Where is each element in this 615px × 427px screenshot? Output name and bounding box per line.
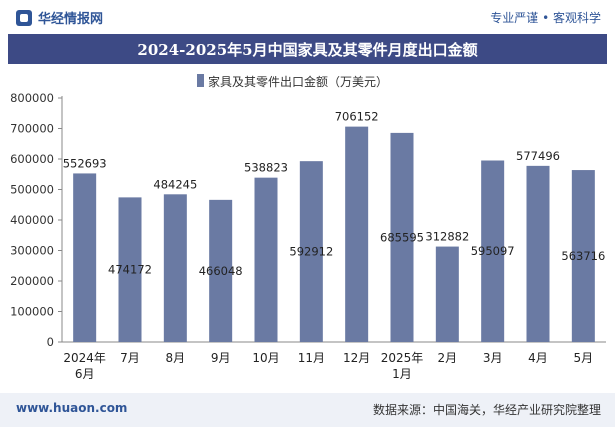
bar [390, 132, 414, 342]
brand-logo-icon [16, 9, 32, 26]
legend-label: 家具及其零件出口金额（万美元） [208, 74, 388, 89]
y-tick-label: 300000 [10, 244, 54, 258]
brand-name: 华经情报网 [38, 12, 104, 27]
bar [435, 246, 459, 342]
data-label: 474172 [108, 263, 152, 277]
bar [254, 177, 278, 342]
legend-swatch [197, 74, 204, 87]
data-label: 577496 [516, 149, 560, 163]
bar [571, 170, 595, 342]
x-tick-label: 11月 [298, 351, 325, 365]
data-label: 706152 [335, 110, 379, 124]
top-bar: 华经情报网 专业严谨 • 客观科学 [0, 0, 615, 34]
x-tick-label: 5月 [574, 351, 594, 365]
data-label: 563716 [561, 249, 605, 263]
data-source: 数据来源：中国海关，华经产业研究院整理 [372, 403, 601, 417]
bar [118, 197, 142, 342]
bar [299, 161, 323, 342]
x-tick-label: 12月 [343, 351, 370, 365]
tagline: 专业严谨 • 客观科学 [490, 11, 601, 25]
bar [163, 194, 187, 342]
x-tick-label: 2024年 6月 [63, 351, 106, 381]
bar [73, 173, 97, 342]
y-tick-label: 200000 [10, 274, 54, 288]
data-label: 592912 [289, 245, 333, 259]
y-tick-label: 600000 [10, 152, 54, 166]
x-tick-label: 2025年 1月 [381, 351, 424, 381]
x-tick-label: 7月 [120, 351, 140, 365]
bar [209, 199, 233, 342]
data-label: 552693 [63, 156, 107, 170]
x-tick-label: 10月 [252, 351, 279, 365]
website-link[interactable]: www.huaon.com [16, 401, 128, 415]
x-tick-label: 4月 [528, 351, 548, 365]
data-label: 312882 [425, 230, 469, 244]
x-tick-label: 9月 [211, 351, 231, 365]
data-label: 685595 [380, 230, 424, 244]
y-tick-label: 500000 [10, 183, 54, 197]
x-tick-label: 8月 [166, 351, 186, 365]
y-tick-label: 0 [47, 335, 54, 349]
x-tick-label: 3月 [483, 351, 503, 365]
bar [345, 126, 369, 342]
y-tick-label: 800000 [10, 91, 54, 105]
y-tick-label: 100000 [10, 305, 54, 319]
footer: www.huaon.com 数据来源：中国海关，华经产业研究院整理 [0, 393, 615, 427]
data-label: 595097 [471, 244, 515, 258]
x-tick-label: 2月 [438, 351, 458, 365]
bar [526, 165, 550, 342]
brand: 华经情报网 [16, 8, 103, 27]
data-label: 466048 [199, 264, 243, 278]
y-tick-label: 700000 [10, 122, 54, 136]
legend: 家具及其零件出口金额（万美元） [197, 74, 388, 89]
data-label: 484245 [153, 177, 197, 191]
data-label: 538823 [244, 161, 288, 175]
chart-title: 2024-2025年5月中国家具及其零件月度出口金额 [8, 34, 607, 64]
bar [481, 160, 505, 342]
y-tick-label: 400000 [10, 213, 54, 227]
